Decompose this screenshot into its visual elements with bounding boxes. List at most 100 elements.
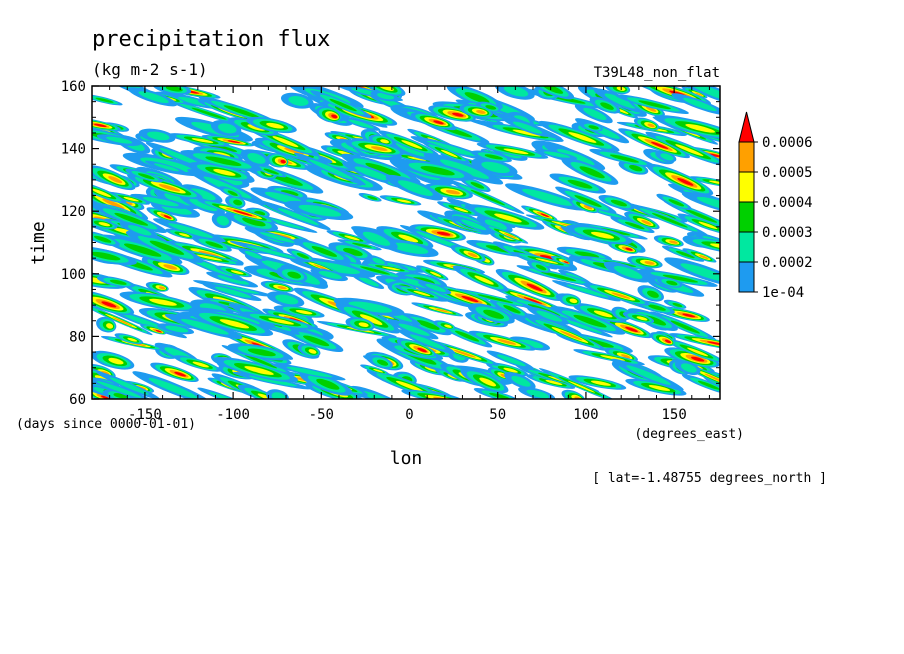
precip-contour <box>647 290 659 298</box>
precip-contour <box>244 354 278 369</box>
precip-contour <box>664 339 671 344</box>
precip-contour <box>189 198 218 212</box>
precip-cell <box>353 226 398 250</box>
precip-contour <box>567 380 596 393</box>
x-tick-label: 0 <box>405 407 413 423</box>
precip-contour <box>526 389 550 399</box>
precip-contour <box>174 371 187 377</box>
precip-contour <box>593 310 613 318</box>
precip-contour <box>331 114 338 119</box>
precip-cell <box>674 86 720 109</box>
precip-contour <box>706 341 720 346</box>
precip-contour <box>138 91 169 104</box>
precip-cell <box>467 303 515 324</box>
precip-contour <box>263 168 280 175</box>
precip-contour <box>397 180 433 196</box>
precip-contour <box>503 232 517 239</box>
precip-contour <box>398 323 430 336</box>
precip-contour <box>672 302 683 307</box>
precip-cell <box>271 363 346 381</box>
precip-cell <box>310 90 372 118</box>
precip-contour <box>377 86 394 91</box>
precip-contour <box>583 205 593 210</box>
precip-cell <box>263 202 331 231</box>
precip-contour <box>96 381 142 398</box>
precip-contour <box>308 349 317 354</box>
precip-contour <box>669 240 678 244</box>
precip-cell <box>638 269 718 287</box>
precip-contour <box>108 176 123 184</box>
precip-cell <box>646 163 714 196</box>
precip-contour <box>396 199 412 203</box>
precip-contour <box>429 271 442 277</box>
precip-cell <box>603 261 651 283</box>
y-axis-units: (days since 0000-01-01) <box>16 417 196 432</box>
colorbar-label: 0.0002 <box>762 255 813 271</box>
precip-contour <box>609 154 639 163</box>
precip-cell <box>447 179 525 214</box>
precip-contour <box>566 284 609 298</box>
precip-cell <box>459 104 493 118</box>
precip-contour <box>540 213 550 218</box>
precip-contour <box>244 366 274 375</box>
precip-contour <box>191 138 214 143</box>
precip-contour <box>127 337 138 342</box>
precip-contour <box>545 379 563 386</box>
precip-cell <box>593 88 645 113</box>
precip-contour <box>158 184 181 192</box>
precip-cell <box>450 244 486 262</box>
precip-contour <box>485 105 497 110</box>
precip-contour <box>149 240 185 255</box>
precip-contour <box>370 146 388 151</box>
precip-contour <box>298 204 342 217</box>
x-tick-label: -50 <box>309 407 334 423</box>
precip-cell <box>610 216 655 233</box>
precip-cell <box>164 313 243 340</box>
precip-cell <box>565 224 633 245</box>
precip-cell <box>538 120 620 152</box>
precip-contour <box>512 121 543 134</box>
precip-cell <box>276 305 325 318</box>
precip-cell <box>662 245 705 262</box>
precip-contour <box>503 148 529 155</box>
precip-cell <box>490 298 530 318</box>
precip-contour <box>377 359 389 366</box>
precip-cell <box>92 230 120 247</box>
precip-contour <box>440 159 489 179</box>
precip-cell <box>179 193 225 215</box>
precip-contour <box>214 286 252 298</box>
precip-contour <box>205 241 224 249</box>
precip-contour <box>362 391 399 399</box>
precip-cell <box>470 150 512 163</box>
precip-cell <box>508 336 551 351</box>
precip-cell <box>127 87 178 107</box>
precip-contour <box>685 209 718 223</box>
precip-contour <box>503 305 521 314</box>
precip-cell <box>114 333 144 345</box>
precip-contour <box>398 234 419 243</box>
precip-cell <box>627 203 708 236</box>
precip-contour <box>92 251 121 261</box>
precip-contour <box>391 242 429 254</box>
colorbar-swatch <box>738 231 755 263</box>
precip-cell <box>92 304 153 336</box>
precip-contour <box>227 190 238 196</box>
precip-contour <box>178 233 190 237</box>
precip-cell <box>677 213 720 235</box>
precip-contour <box>675 144 704 157</box>
precip-contour <box>343 247 363 256</box>
precip-contour <box>108 357 124 365</box>
precip-cell <box>476 215 513 233</box>
precip-cell <box>589 148 655 168</box>
y-tick-label: 120 <box>61 204 86 220</box>
precip-cell <box>141 256 190 275</box>
precip-cell <box>266 291 305 308</box>
precip-contour <box>574 195 602 208</box>
precip-contour <box>358 276 380 287</box>
y-tick-label: 60 <box>69 392 86 408</box>
precip-cell <box>276 266 308 283</box>
colorbar-label: 1e-04 <box>762 285 804 301</box>
precip-contour <box>559 330 583 341</box>
precip-contour <box>563 261 569 264</box>
precip-cell <box>452 288 534 309</box>
